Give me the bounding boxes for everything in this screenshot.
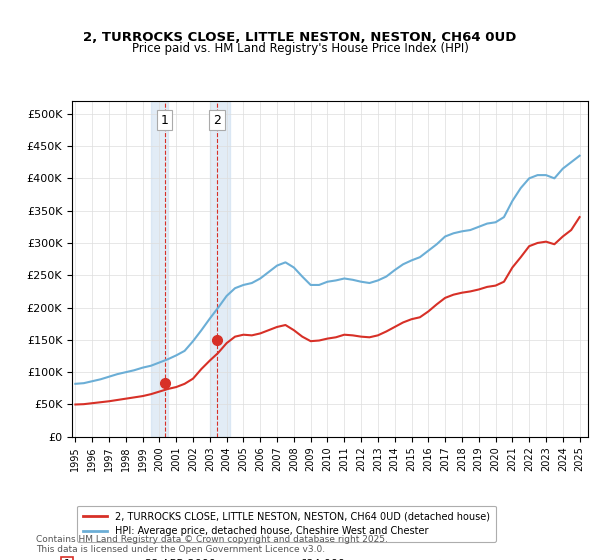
Text: 1: 1 bbox=[161, 114, 169, 127]
Text: Price paid vs. HM Land Registry's House Price Index (HPI): Price paid vs. HM Land Registry's House … bbox=[131, 42, 469, 55]
Text: Contains HM Land Registry data © Crown copyright and database right 2025.
This d: Contains HM Land Registry data © Crown c… bbox=[36, 535, 388, 554]
Text: 2, TURROCKS CLOSE, LITTLE NESTON, NESTON, CH64 0UD: 2, TURROCKS CLOSE, LITTLE NESTON, NESTON… bbox=[83, 31, 517, 44]
Legend: 2, TURROCKS CLOSE, LITTLE NESTON, NESTON, CH64 0UD (detached house), HPI: Averag: 2, TURROCKS CLOSE, LITTLE NESTON, NESTON… bbox=[77, 506, 496, 542]
Bar bbox=[151, 101, 168, 437]
Text: 2: 2 bbox=[213, 114, 221, 127]
Bar bbox=[210, 101, 230, 437]
